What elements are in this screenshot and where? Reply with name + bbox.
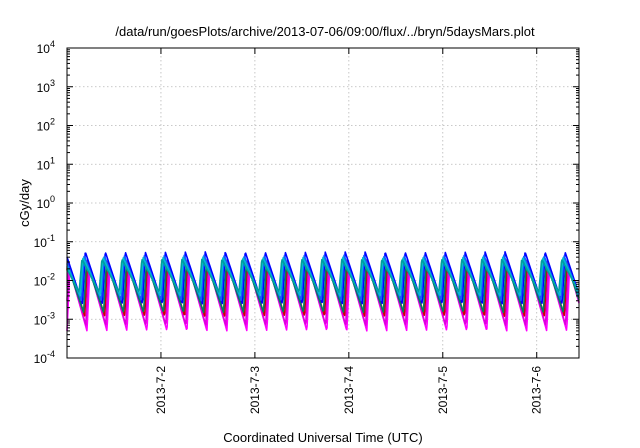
y-tick-label-base: 10 [37,42,51,56]
y-tick-label: 10-3 [34,310,55,327]
y-tick-label: 10-4 [34,349,55,366]
y-tick-label-base: 10 [34,352,48,366]
x-tick-label: 2013-7-5 [436,366,450,414]
y-tick-label: 101 [37,155,55,172]
x-tick-label: 2013-7-3 [248,366,262,414]
y-tick-label-exponent: -3 [47,310,55,320]
series-layer [66,251,580,332]
y-tick-label-base: 10 [37,120,51,134]
y-tick-label: 102 [37,117,55,134]
y-tick-label-base: 10 [34,313,48,327]
y-tick-label-base: 10 [37,81,51,95]
axis-ticks [67,47,579,359]
y-tick-label-exponent: -4 [47,349,55,359]
x-tick-label: 2013-7-6 [530,366,544,414]
y-tick-label-exponent: 3 [50,78,55,88]
y-tick-label: 10-2 [34,272,55,289]
y-tick-label-exponent: 0 [50,194,55,204]
y-tick-label-exponent: 2 [50,117,55,127]
y-tick-label-base: 10 [37,158,51,172]
y-axis-label: cGy/day [17,179,32,227]
x-axis-label: Coordinated Universal Time (UTC) [223,430,422,445]
y-tick-label: 103 [37,78,55,95]
y-tick-label: 100 [37,194,55,211]
y-tick-label-exponent: -1 [47,233,55,243]
chart-title: /data/run/goesPlots/archive/2013-07-06/0… [115,24,535,39]
x-tick-label: 2013-7-4 [342,366,356,414]
series-line [66,251,580,305]
y-tick-label-base: 10 [34,236,48,250]
series-line [66,258,580,293]
y-tick-label-exponent: 4 [50,39,55,49]
y-tick-label-base: 10 [37,197,51,211]
y-tick-label-base: 10 [34,275,48,289]
x-tick-label: 2013-7-2 [154,366,168,414]
y-tick-label-exponent: 1 [50,155,55,165]
y-tick-label: 10-1 [34,233,55,250]
y-tick-label-exponent: -2 [47,272,55,282]
y-tick-label: 104 [37,39,55,56]
x-axis: 2013-7-2 2013-7-3 2013-7-4 2013-7-5 2013-7-6 [154,366,544,414]
